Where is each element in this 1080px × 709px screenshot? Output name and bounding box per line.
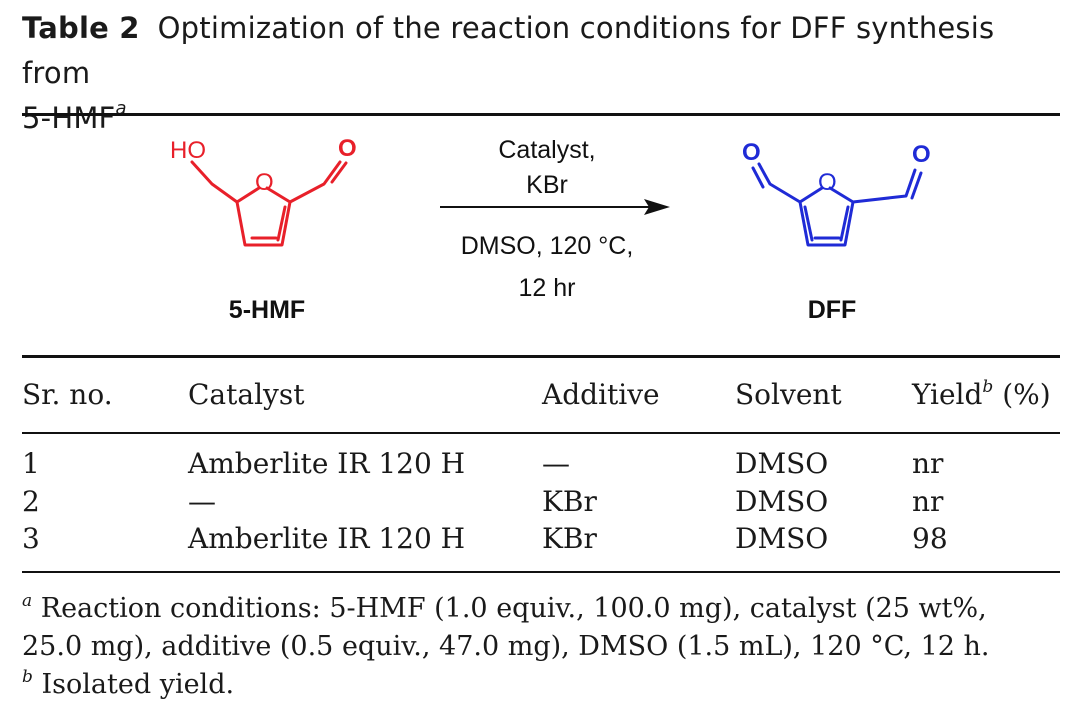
header-bottom-rule	[22, 432, 1060, 434]
reaction-arrow-head	[644, 199, 670, 215]
table-number: Table 2	[22, 11, 140, 45]
cell-yield: nr	[912, 485, 944, 518]
footnote-b-text: Isolated yield.	[41, 669, 235, 700]
caption-footnote-mark: a	[115, 98, 127, 119]
condition-line-1: DMSO, 120 °C,	[461, 232, 634, 260]
scheme-bottom-rule	[22, 355, 1060, 358]
cell-yield: 98	[912, 522, 948, 555]
cell-additive: KBr	[542, 522, 597, 555]
header-sr-no: Sr. no.	[22, 378, 113, 411]
product-structure	[751, 162, 923, 247]
reactant-name: 5-HMF	[229, 296, 305, 324]
table-caption: Table 2 Optimization of the reaction cond…	[22, 6, 1067, 141]
footnote-a-mark: a	[22, 591, 33, 611]
header-yield-label: Yield	[912, 378, 983, 411]
header-yield-footnote-mark: b	[982, 377, 994, 397]
cell-solvent: DMSO	[735, 447, 829, 480]
reactant-structure	[190, 160, 348, 247]
reagent-line-2: KBr	[526, 171, 568, 199]
cell-additive: —	[542, 447, 570, 480]
product-ring-double-bond-right	[839, 205, 850, 242]
footnote-a-line-2: 25.0 mg), additive (0.5 equiv., 47.0 mg)…	[22, 631, 990, 662]
reactant-ring	[235, 186, 292, 247]
cell-sr-no: 1	[22, 447, 40, 480]
cell-solvent: DMSO	[735, 522, 829, 555]
reactant-ch2oh	[190, 160, 239, 204]
product-right-o-label: O	[912, 141, 931, 168]
product-aldehyde-left	[757, 162, 802, 204]
cell-yield: nr	[912, 447, 944, 480]
cell-additive: KBr	[542, 485, 597, 518]
reactant-ho-label: HO	[170, 137, 206, 164]
cell-sr-no: 3	[22, 522, 40, 555]
footnote-b-mark: b	[22, 667, 33, 687]
caption-title: Optimization of the reaction conditions …	[22, 11, 995, 90]
product-ring-double-bond-left	[803, 205, 814, 242]
product-aldehyde-left-double	[751, 166, 765, 189]
cell-solvent: DMSO	[735, 485, 829, 518]
product-ring-o-label: O	[818, 169, 837, 196]
footnote-a-line-1: a Reaction conditions: 5-HMF (1.0 equiv.…	[22, 590, 1067, 628]
header-yield-unit: (%)	[993, 378, 1051, 411]
caption-line-1: Table 2 Optimization of the reaction cond…	[22, 6, 1067, 96]
product-aldehyde-right	[851, 168, 917, 204]
table-bottom-rule	[22, 571, 1060, 573]
footnote-a: a Reaction conditions: 5-HMF (1.0 equiv.…	[22, 590, 1067, 704]
reactant-ring-o-label: O	[255, 169, 274, 196]
top-rule	[22, 113, 1060, 116]
reactant-carbonyl-o-label: O	[338, 135, 357, 162]
header-solvent: Solvent	[735, 378, 842, 411]
reactant-aldehyde-double-bond	[330, 161, 348, 184]
footnote-a-text: Reaction conditions: 5-HMF (1.0 equiv., …	[40, 593, 987, 624]
header-additive: Additive	[542, 378, 660, 411]
product-left-o-label: O	[742, 139, 761, 166]
product-name: DFF	[808, 296, 857, 324]
cell-catalyst: —	[188, 485, 216, 518]
caption-title-cont: 5-HMF	[22, 101, 116, 135]
reactant-aldehyde	[288, 160, 342, 204]
cell-sr-no: 2	[22, 485, 40, 518]
product-aldehyde-right-double	[910, 171, 923, 200]
footnote-b: b Isolated yield.	[22, 666, 1067, 704]
header-yield: Yieldb (%)	[912, 378, 1051, 411]
reagent-line-1: Catalyst,	[498, 136, 595, 164]
cell-catalyst: Amberlite IR 120 H	[188, 522, 466, 555]
reaction-scheme: HO O O 5-HMF Catalyst, KBr DMSO, 120 °C,…	[170, 135, 931, 324]
condition-line-2: 12 hr	[519, 274, 576, 302]
cell-catalyst: Amberlite IR 120 H	[188, 447, 466, 480]
product-ring	[798, 186, 855, 247]
caption-line-2: 5-HMFa	[22, 96, 1067, 141]
reactant-ring-double-bond-right	[276, 205, 287, 242]
header-catalyst: Catalyst	[188, 378, 305, 411]
